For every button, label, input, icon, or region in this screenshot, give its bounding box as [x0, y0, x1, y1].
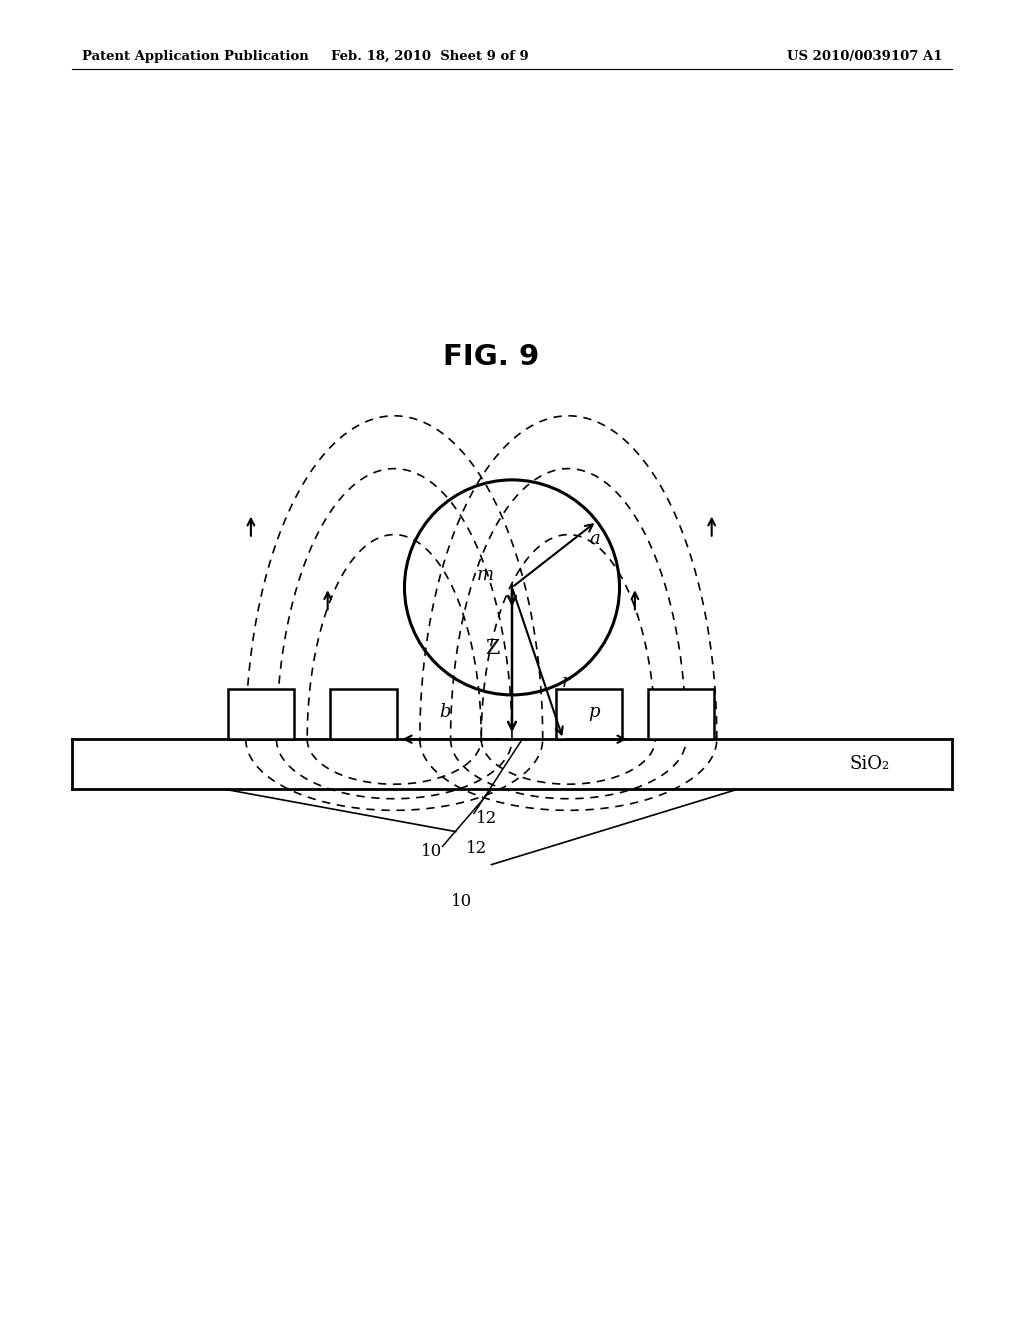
Bar: [227, 689, 295, 739]
Text: 12: 12: [476, 810, 498, 826]
Text: SiO₂: SiO₂: [850, 755, 890, 774]
Text: FIG. 9: FIG. 9: [443, 343, 540, 371]
Text: p: p: [588, 704, 600, 721]
Bar: [648, 689, 715, 739]
Text: 12: 12: [466, 840, 487, 857]
Text: Feb. 18, 2010  Sheet 9 of 9: Feb. 18, 2010 Sheet 9 of 9: [331, 50, 529, 63]
Text: b: b: [439, 704, 452, 721]
Text: r: r: [562, 672, 570, 690]
Text: US 2010/0039107 A1: US 2010/0039107 A1: [786, 50, 942, 63]
Text: Z: Z: [485, 639, 500, 657]
Text: 10: 10: [421, 843, 442, 859]
Text: 10: 10: [451, 892, 472, 909]
Bar: [555, 689, 622, 739]
Text: Patent Application Publication: Patent Application Publication: [82, 50, 308, 63]
Text: a: a: [589, 531, 600, 548]
Text: m: m: [477, 566, 494, 585]
Bar: [330, 689, 397, 739]
